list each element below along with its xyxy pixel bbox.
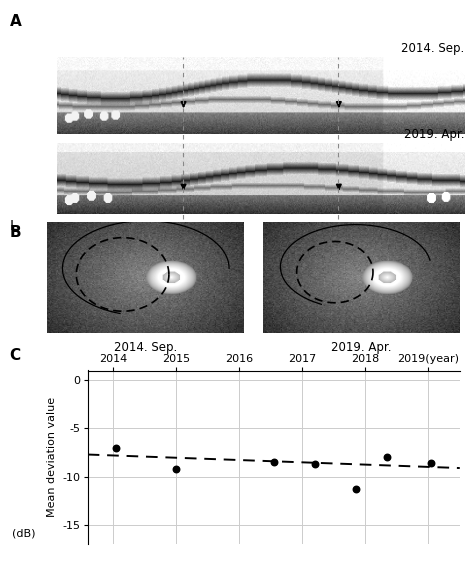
Text: 2014. Sep.: 2014. Sep. (401, 42, 465, 55)
Text: 2019. Apr.: 2019. Apr. (404, 128, 465, 141)
Point (270, 458, 278, 467)
Text: A: A (9, 14, 21, 29)
Text: 2019. Apr.: 2019. Apr. (331, 341, 392, 354)
Point (428, 459, 435, 468)
Point (172, 465, 180, 474)
Point (383, 453, 391, 462)
Y-axis label: Mean deviation value: Mean deviation value (47, 397, 57, 518)
Point (352, 484, 359, 494)
Text: (dB): (dB) (12, 529, 36, 539)
Text: 2014. Sep.: 2014. Sep. (114, 341, 177, 354)
Text: B: B (9, 225, 21, 240)
Text: C: C (9, 348, 20, 363)
Text: L: L (9, 219, 17, 234)
Point (311, 459, 319, 469)
Point (112, 443, 120, 453)
